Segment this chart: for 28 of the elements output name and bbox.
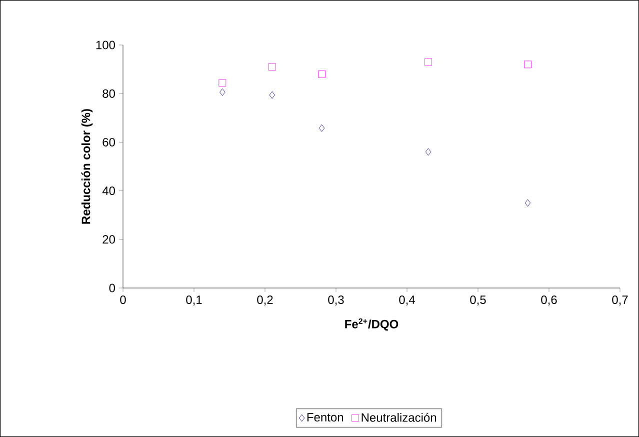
- legend-label: Neutralización: [362, 412, 436, 422]
- text: Fe$^{2+}$/DQO: [345, 318, 398, 331]
- point: [425, 148, 432, 156]
- x-tick-label: 0,2: [257, 296, 273, 306]
- y-axis-title: Reducción color (%): [81, 109, 93, 224]
- x-tick-label: 0,5: [470, 296, 486, 306]
- x-tick-label: 0,6: [541, 296, 557, 306]
- point: [268, 63, 276, 71]
- x-tick-label: 0,4: [399, 296, 415, 306]
- point: [318, 124, 325, 132]
- point: [269, 91, 275, 99]
- x-tick-label: 0: [120, 296, 126, 304]
- legend-label: Fenton: [307, 413, 344, 422]
- y-tick-label: 100: [96, 40, 116, 50]
- y-tick-label: 40: [102, 186, 116, 196]
- y-tick-label: 60: [102, 138, 116, 146]
- x-tick-label: 0,7: [612, 296, 628, 306]
- point: [318, 70, 326, 78]
- x-tick-label: 0,1: [186, 296, 202, 306]
- point: [524, 199, 531, 207]
- point: [218, 79, 226, 87]
- y-tick-label: 0: [109, 284, 116, 292]
- point: [220, 88, 226, 96]
- y-tick-label: 20: [102, 235, 116, 244]
- y-tick-label: 80: [102, 89, 116, 98]
- point: [424, 58, 432, 66]
- point: [524, 60, 532, 68]
- x-tick-label: 0,3: [328, 296, 344, 306]
